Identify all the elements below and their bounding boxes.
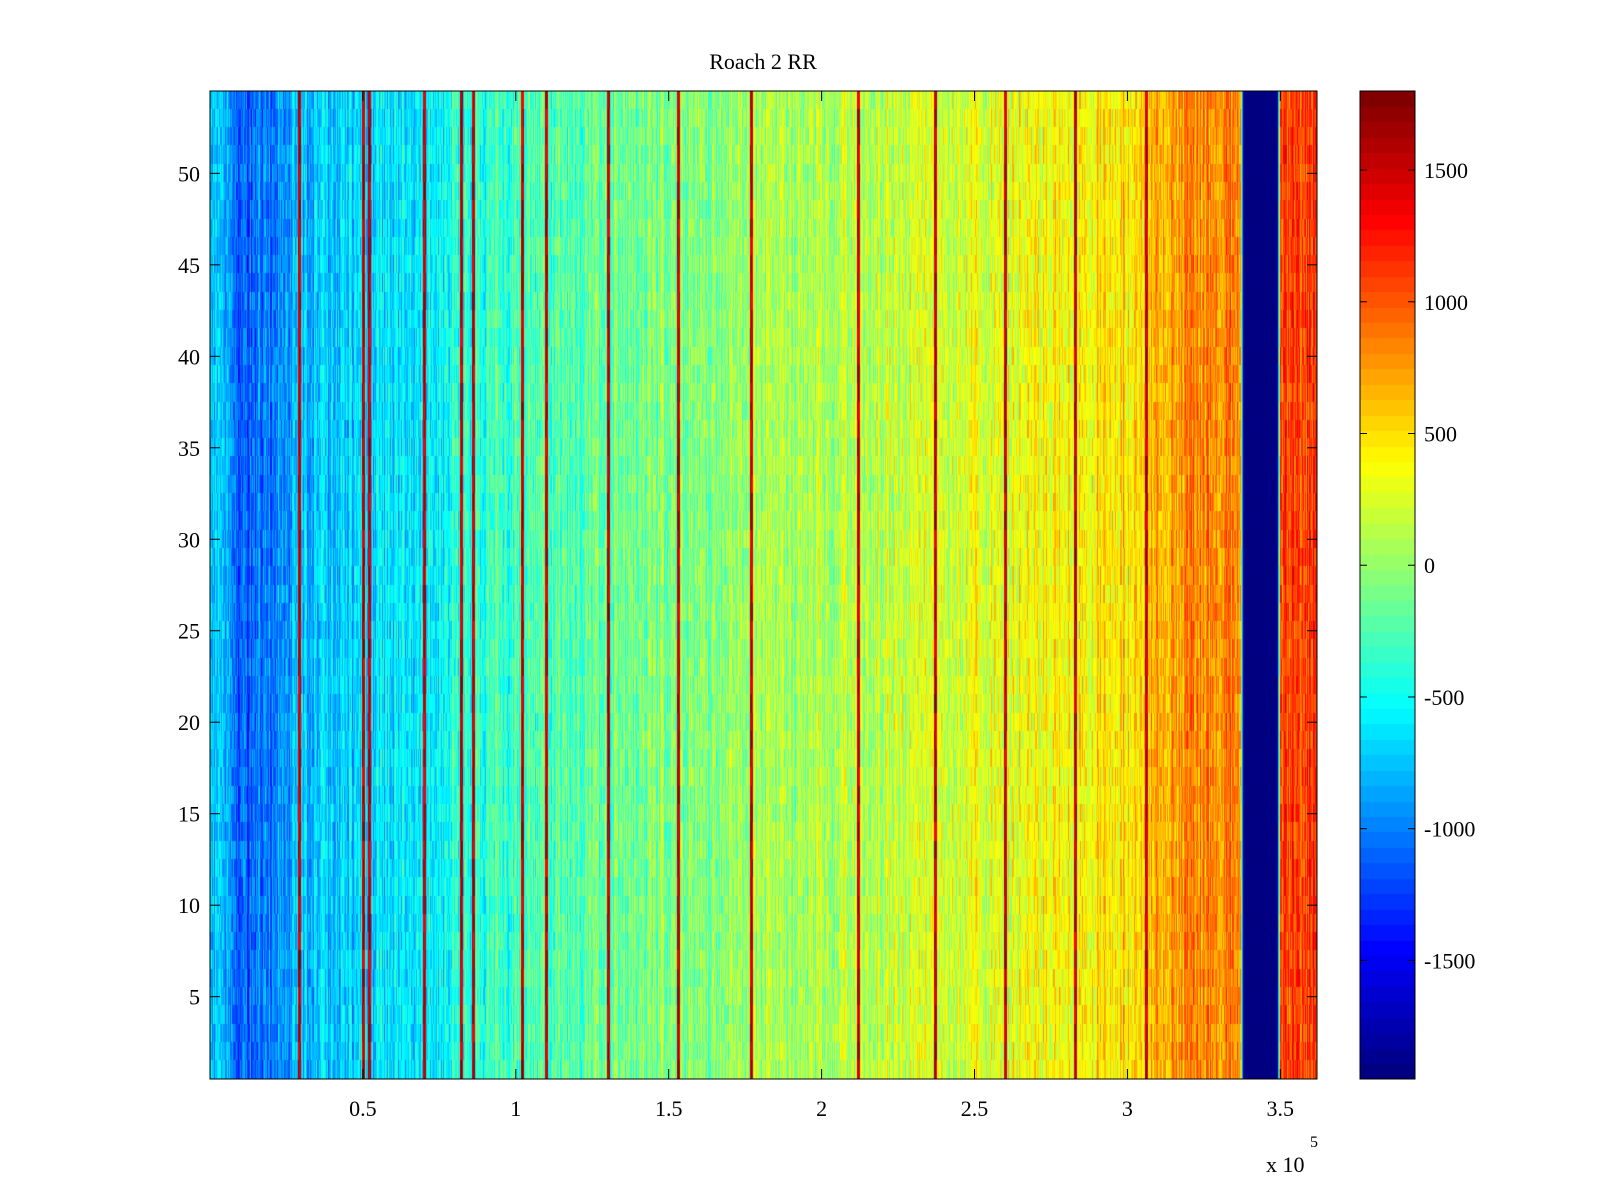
colorbar-frame (1359, 90, 1416, 1080)
y-tick-label: 40 (178, 344, 200, 369)
y-tick-label: 20 (178, 710, 200, 735)
y-axis-ticks: 5 10 15 20 25 30 35 40 45 50 (178, 161, 1317, 1010)
x-tick-label: 3 (1122, 1096, 1133, 1121)
colorbar-tick-label: 1000 (1424, 290, 1468, 315)
x-tick-label: 2 (816, 1096, 827, 1121)
y-tick-label: 15 (178, 802, 200, 827)
x-tick-label: 0.5 (349, 1096, 377, 1121)
colorbar-tick-label: -1500 (1424, 948, 1475, 973)
x-tick-label: 1.5 (655, 1096, 683, 1121)
y-tick-label: 50 (178, 161, 200, 186)
colorbar-tick-label: 0 (1424, 553, 1435, 578)
x-exponent-label: x 10 (1266, 1152, 1305, 1177)
y-tick-label: 35 (178, 436, 200, 461)
x-exponent-power: 5 (1310, 1134, 1318, 1151)
chart-title: Roach 2 RR (709, 49, 817, 74)
y-tick-label: 30 (178, 527, 200, 552)
x-tick-label: 1 (510, 1096, 521, 1121)
y-tick-label: 45 (178, 253, 200, 278)
colorbar-tick-label: -500 (1424, 685, 1464, 710)
heatmap-image (210, 91, 1317, 1079)
plot-frame (209, 90, 1318, 1080)
x-axis-ticks: 0.5 1 1.5 2 2.5 3 3.5 (349, 91, 1294, 1121)
x-tick-label: 3.5 (1267, 1096, 1295, 1121)
colorbar-tick-label: 1500 (1424, 158, 1468, 183)
y-tick-label: 25 (178, 619, 200, 644)
x-tick-label: 2.5 (961, 1096, 989, 1121)
y-tick-label: 10 (178, 893, 200, 918)
colorbar-tick-label: -1000 (1424, 817, 1475, 842)
colorbar-gradient (1360, 91, 1415, 1079)
colorbar-ticks: 1500 1000 500 0 -500 -1000 -1500 (1360, 158, 1475, 973)
colorbar-tick-label: 500 (1424, 422, 1457, 447)
y-tick-label: 5 (189, 985, 200, 1010)
